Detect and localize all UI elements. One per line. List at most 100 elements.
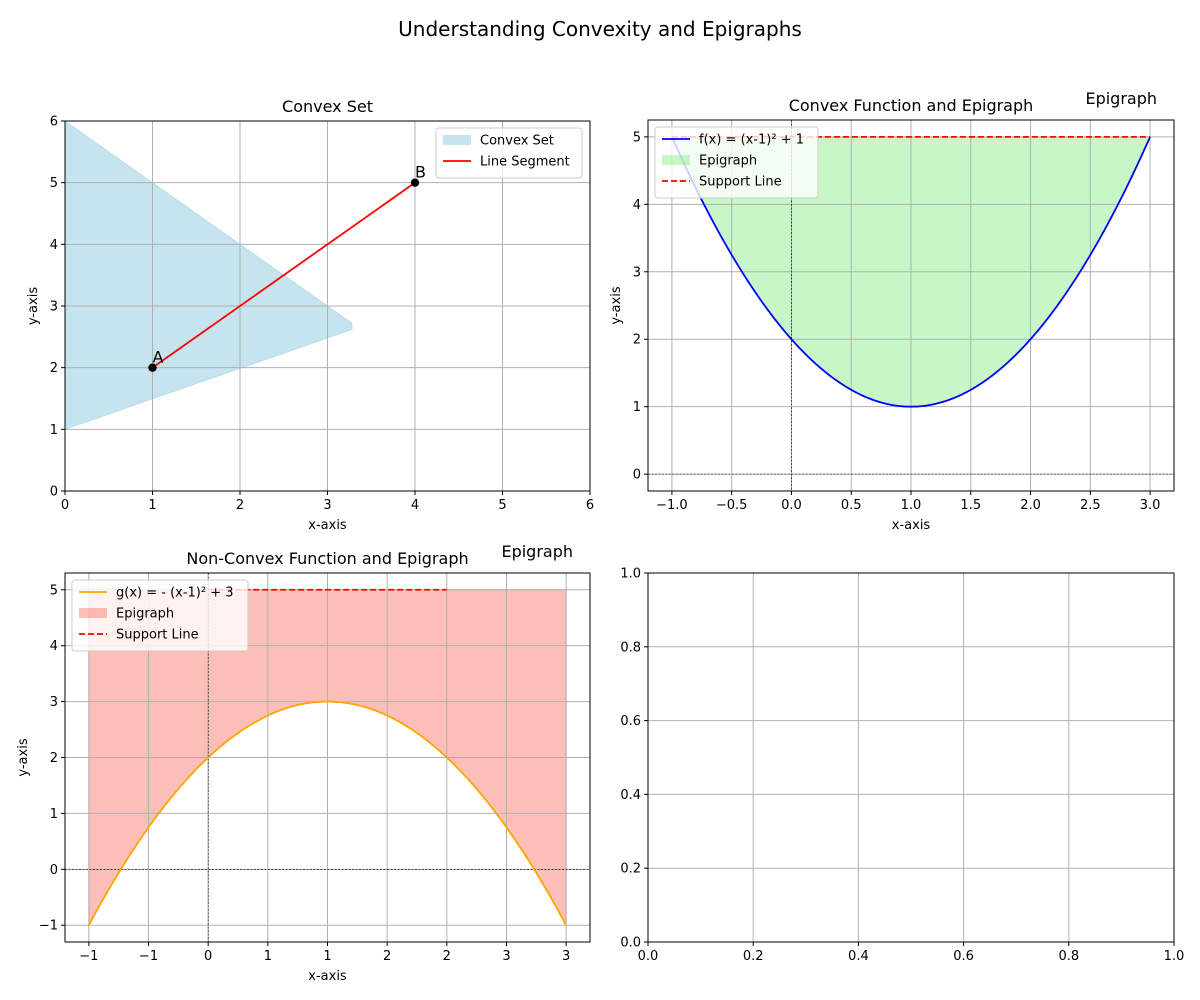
x-tick-label: 3	[502, 949, 510, 964]
subplot-title: Non-Convex Function and Epigraph	[186, 549, 468, 568]
line-segment	[151, 181, 416, 369]
y-tick-label: 3	[50, 695, 58, 710]
function-curve	[671, 136, 1151, 408]
y-tick-label: 1.0	[620, 567, 641, 582]
y-tick-label: 3	[50, 300, 58, 315]
function-curve	[88, 700, 567, 926]
figure-title: Understanding Convexity and Epigraphs	[398, 17, 802, 41]
x-axis-label: x-axis	[892, 518, 931, 533]
y-tick-label: 1	[50, 807, 58, 822]
legend-entry-label: Convex Set	[480, 134, 554, 149]
x-tick-label: 6	[586, 498, 594, 513]
subplot-non-convex-function: −1 −1 0 1 1 2 2 3 3 −1 0 1 2 3 4 5 Non-Convex Function a…	[16, 542, 591, 984]
y-tick-label: 0	[50, 485, 58, 500]
legend-swatch-patch	[662, 155, 690, 165]
y-tick-label: 4	[50, 639, 58, 654]
x-tick-label: 0.0	[781, 498, 802, 513]
x-tick-label: 0	[204, 949, 212, 964]
x-tick-label: −0.5	[716, 498, 748, 513]
y-axis-label: y-axis	[26, 287, 41, 325]
x-axis-label: x-axis	[308, 518, 347, 533]
y-tick-label: 0.8	[620, 640, 641, 655]
legend: Convex Set Line Segment	[435, 127, 583, 179]
x-tick-label: 1	[323, 949, 331, 964]
x-tick-label: 2	[383, 949, 391, 964]
x-tick-label: 3	[323, 498, 331, 513]
y-tick-label: 0.4	[620, 788, 641, 803]
subplot-title: Convex Function and Epigraph	[789, 96, 1034, 115]
legend-entry-label: f(x) = (x-1)² + 1	[699, 133, 804, 148]
legend-entry-label: g(x) = - (x-1)² + 3	[116, 586, 234, 601]
subplot-convex-set: A B 0 1 2 3 4 5 6 0 1 2 3 4 5 6 Convex Set x-axis y-axis Co…	[26, 97, 594, 533]
y-tick-label: 2	[633, 333, 641, 348]
y-tick-label: 0	[50, 863, 58, 878]
legend: f(x) = (x-1)² + 1 Epigraph Support Line	[654, 126, 819, 199]
plot-area	[648, 573, 1174, 942]
y-tick-label: 0.0	[620, 936, 641, 951]
subplots: A B 0 1 2 3 4 5 6 0 1 2 3 4 5 6 Convex Set x-axis y-axis Co…	[16, 89, 1184, 984]
legend: g(x) = - (x-1)² + 3 Epigraph Support Line	[71, 579, 249, 652]
x-tick-label: 0.8	[1058, 949, 1079, 964]
y-axis-label: y-axis	[609, 286, 624, 324]
y-tick-label: 0.6	[620, 714, 641, 729]
subplot-empty-axes: 0.0 0.2 0.4 0.6 0.8 1.0 0.0 0.2 0.4 0.6 0.8 1.0	[620, 567, 1184, 965]
x-tick-label: 0.2	[743, 949, 764, 964]
legend-entry-label: Epigraph	[116, 607, 174, 622]
y-axis-label: y-axis	[16, 738, 31, 776]
y-tick-label: 0	[633, 468, 641, 483]
x-tick-label: 2.0	[1020, 498, 1041, 513]
subplot-title: Convex Set	[282, 97, 373, 116]
y-tick-label: 5	[50, 176, 58, 191]
axes-frame	[647, 572, 1175, 943]
legend-swatch-patch	[79, 608, 107, 618]
x-tick-label: 3.0	[1140, 498, 1161, 513]
x-tick-label: 0.6	[953, 949, 974, 964]
x-tick-label: −1	[139, 949, 158, 964]
x-tick-label: 4	[411, 498, 419, 513]
legend-box	[435, 127, 583, 179]
y-tick-label: 2	[50, 361, 58, 376]
legend-swatch-patch	[443, 135, 471, 145]
epigraph-annotation: Epigraph	[1085, 89, 1157, 108]
x-tick-label: 2	[236, 498, 244, 513]
point-label-B: B	[415, 163, 426, 182]
legend-box	[654, 126, 819, 199]
legend-entry-label: Line Segment	[480, 155, 570, 170]
legend-entry-label: Epigraph	[699, 154, 757, 169]
segment-point-A	[148, 363, 157, 372]
y-tick-label: 5	[633, 130, 641, 145]
x-tick-label: 0.0	[638, 949, 659, 964]
x-tick-label: 1	[264, 949, 272, 964]
legend-entry-label: Support Line	[116, 628, 199, 643]
x-tick-label: 5	[498, 498, 506, 513]
x-tick-label: 1.0	[901, 498, 922, 513]
x-axis-label: x-axis	[308, 969, 347, 984]
y-tick-label: 3	[633, 265, 641, 280]
x-tick-label: 0	[61, 498, 69, 513]
x-tick-label: 0.4	[848, 949, 869, 964]
y-tick-label: −1	[39, 919, 58, 934]
x-tick-label: 0.5	[841, 498, 862, 513]
x-tick-label: 2.5	[1080, 498, 1101, 513]
y-tick-label: 0.2	[620, 862, 641, 877]
subplot-convex-function: −1.0 −0.5 0.0 0.5 1.0 1.5 2.0 2.5 3.0 0 1 2 3 4 5 Conve…	[609, 89, 1175, 533]
point-label-A: A	[153, 348, 164, 367]
x-tick-label: 1	[148, 498, 156, 513]
x-tick-label: −1.0	[656, 498, 688, 513]
y-tick-label: 4	[50, 238, 58, 253]
y-tick-label: 1	[633, 400, 641, 415]
x-tick-label: 1.0	[1164, 949, 1185, 964]
y-tick-label: 1	[50, 423, 58, 438]
y-tick-label: 6	[50, 115, 58, 130]
y-tick-label: 2	[50, 751, 58, 766]
y-tick-label: 4	[633, 198, 641, 213]
plot-area	[648, 120, 1174, 491]
legend-box	[71, 579, 249, 652]
x-tick-label: 2	[443, 949, 451, 964]
segment-point-B	[410, 178, 420, 187]
y-tick-label: 5	[50, 583, 58, 598]
x-tick-label: −1	[79, 949, 98, 964]
epigraph-annotation: Epigraph	[501, 542, 573, 561]
x-tick-label: 1.5	[960, 498, 981, 513]
